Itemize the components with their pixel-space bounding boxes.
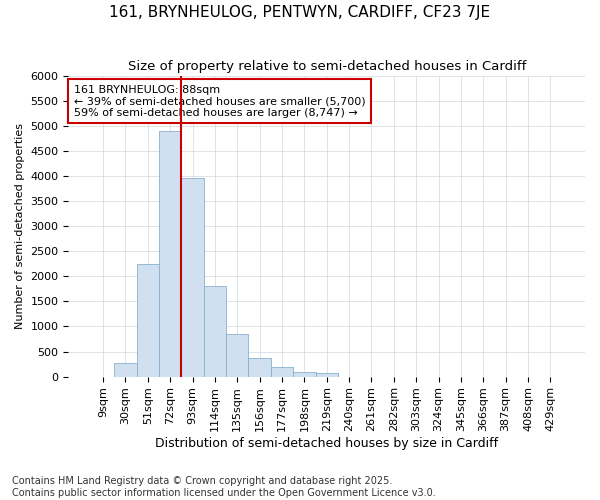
- Bar: [226, 334, 248, 376]
- Bar: [293, 372, 316, 376]
- Bar: [114, 363, 137, 376]
- Bar: [204, 286, 226, 376]
- Title: Size of property relative to semi-detached houses in Cardiff: Size of property relative to semi-detach…: [128, 60, 526, 73]
- Bar: [159, 130, 181, 376]
- Bar: [181, 178, 204, 376]
- Bar: [137, 264, 159, 376]
- Text: 161 BRYNHEULOG: 88sqm
← 39% of semi-detached houses are smaller (5,700)
59% of s: 161 BRYNHEULOG: 88sqm ← 39% of semi-deta…: [74, 84, 365, 118]
- Bar: [248, 358, 271, 376]
- Text: Contains HM Land Registry data © Crown copyright and database right 2025.
Contai: Contains HM Land Registry data © Crown c…: [12, 476, 436, 498]
- X-axis label: Distribution of semi-detached houses by size in Cardiff: Distribution of semi-detached houses by …: [155, 437, 498, 450]
- Bar: [316, 373, 338, 376]
- Y-axis label: Number of semi-detached properties: Number of semi-detached properties: [15, 123, 25, 329]
- Bar: [271, 366, 293, 376]
- Text: 161, BRYNHEULOG, PENTWYN, CARDIFF, CF23 7JE: 161, BRYNHEULOG, PENTWYN, CARDIFF, CF23 …: [109, 5, 491, 20]
